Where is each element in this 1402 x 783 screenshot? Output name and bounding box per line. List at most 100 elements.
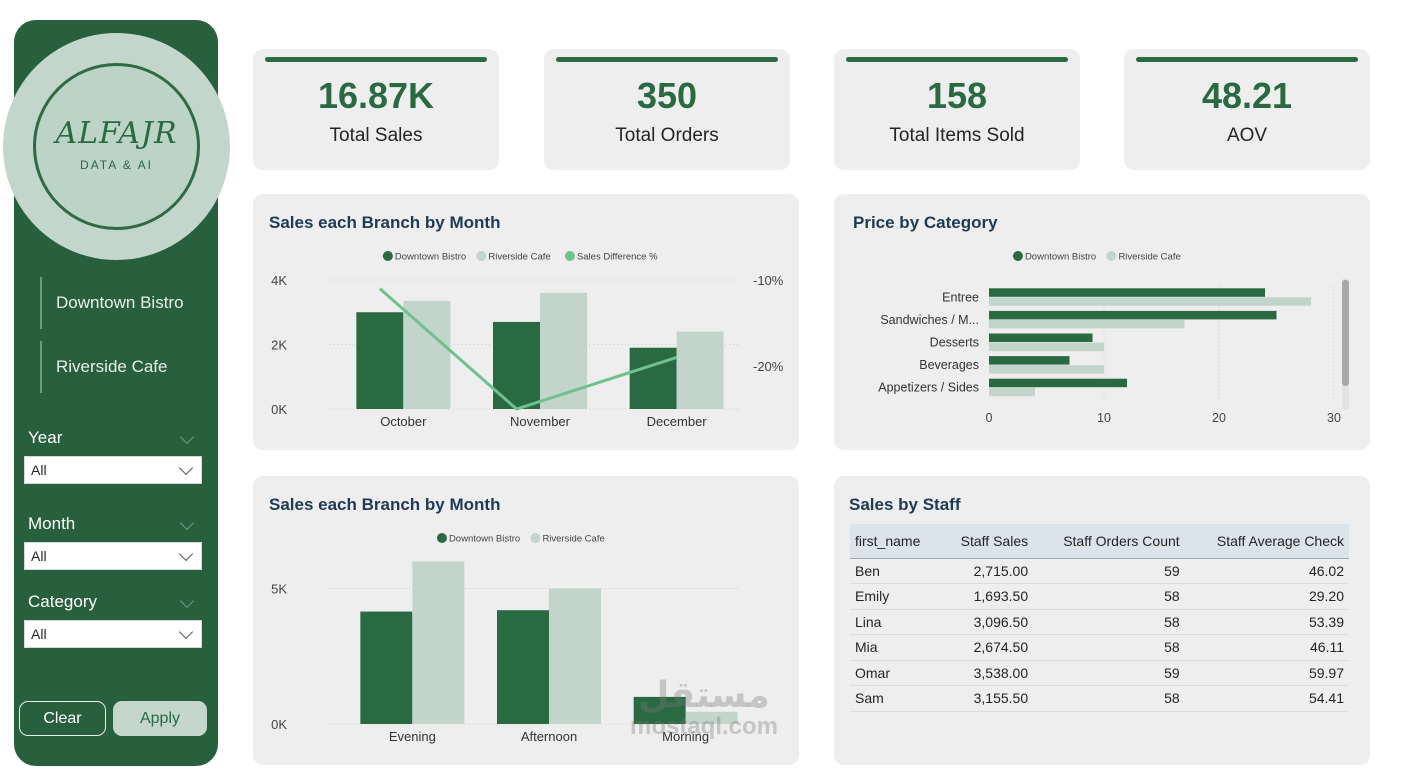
- panel-sales-by-time: Sales each Branch by Month Downtown Bist…: [253, 476, 799, 765]
- table-cell: 58: [1033, 634, 1185, 661]
- sales-by-time-chart: Downtown Bistro Riverside Cafe 0K 5K Evening…: [271, 533, 739, 744]
- bar-riverside: [540, 292, 587, 409]
- panel-price-by-category: Price by Category Downtown Bistro Riversi…: [834, 194, 1370, 450]
- kpi-value: 48.21: [1201, 75, 1293, 116]
- y-tick-label: 5K: [271, 582, 287, 597]
- table-cell: 58: [1033, 583, 1185, 610]
- table-cell: Emily: [850, 583, 941, 610]
- table-cell: Mia: [850, 634, 941, 661]
- table-row[interactable]: Emily 1,693.50 58 29.20: [850, 583, 1349, 610]
- column-header[interactable]: Staff Average Check: [1184, 524, 1349, 559]
- kpi-card-total-items: 158 Total Items Sold: [834, 49, 1080, 170]
- bar-riverside: [549, 588, 601, 724]
- table-row[interactable]: Lina 3,096.50 58 53.39: [850, 609, 1349, 635]
- bar-downtown: [497, 610, 549, 724]
- x-tick-label: 20: [1212, 411, 1226, 425]
- table-cell: 59.97: [1184, 660, 1349, 686]
- table-cell: 46.11: [1184, 634, 1349, 661]
- bar-riverside: [989, 342, 1104, 351]
- logo-ring: ALFAJR DATA & AI: [3, 33, 230, 260]
- legend-label: Sales Difference %: [577, 252, 658, 263]
- kpi-value: 16.87K: [317, 75, 435, 116]
- clear-button[interactable]: Clear: [19, 701, 106, 736]
- watermark: مستقل mostaql.com: [616, 676, 792, 740]
- branch-button-riverside[interactable]: Riverside Cafe: [40, 341, 220, 393]
- chevron-down-icon[interactable]: [179, 515, 195, 531]
- bar-downtown: [989, 288, 1265, 297]
- category-slicer-label: Category: [28, 592, 208, 612]
- panel-title: Price by Category: [853, 213, 998, 232]
- bar-downtown: [989, 310, 1277, 320]
- kpi-value: 350: [636, 75, 698, 116]
- legend-label: Downtown Bistro: [449, 534, 520, 545]
- table-cell: 3,096.50: [940, 609, 1034, 635]
- chevron-down-icon: [178, 460, 194, 476]
- month-select[interactable]: All: [24, 542, 202, 570]
- table-cell: Ben: [850, 558, 941, 584]
- table-cell: 2,674.50: [940, 634, 1034, 661]
- kpi-accent-bar: [556, 57, 778, 62]
- logo-subtitle: DATA & AI: [80, 158, 153, 172]
- y-tick-label: 4K: [271, 273, 287, 288]
- y-tick-label: Appetizers / Sides: [878, 381, 979, 395]
- apply-button[interactable]: Apply: [113, 701, 207, 736]
- column-header[interactable]: first_name: [850, 524, 941, 559]
- kpi-card-aov: 48.21 AOV: [1124, 49, 1370, 170]
- bar-riverside: [403, 300, 451, 409]
- column-header[interactable]: Staff Orders Count: [1033, 524, 1185, 559]
- x-tick-label: December: [647, 414, 708, 429]
- kpi-value: 158: [926, 75, 988, 116]
- watermark-latin: mostaql.com: [629, 713, 779, 740]
- table-cell: 46.02: [1184, 558, 1349, 584]
- kpi-label: Total Orders: [615, 125, 719, 146]
- bar-downtown: [989, 356, 1070, 365]
- chevron-down-icon: [178, 624, 194, 640]
- bar-riverside: [989, 365, 1104, 374]
- legend-label: Riverside Cafe: [1118, 252, 1180, 263]
- y-tick-label: Sandwiches / M...: [880, 313, 979, 327]
- chevron-down-icon[interactable]: [179, 429, 195, 445]
- bar-riverside: [685, 711, 738, 724]
- sales-by-month-chart: Downtown Bistro Riverside Cafe Sales Diffe…: [271, 251, 784, 429]
- logo: ALFAJR DATA & AI: [33, 63, 200, 230]
- table-cell: 2,715.00: [940, 558, 1034, 584]
- panel-sales-by-month: Sales each Branch by Month Downtown Bist…: [253, 194, 799, 450]
- watermark-arabic: مستقل: [638, 674, 770, 715]
- x-tick-label: 0: [986, 411, 993, 425]
- kpi-card-total-sales: 16.87K Total Sales: [253, 49, 499, 170]
- bar-downtown: [989, 333, 1093, 342]
- x-tick-label: Morning: [662, 729, 709, 744]
- panel-sales-by-staff: Sales by Staff first_name Staff Sales St…: [834, 476, 1370, 765]
- kpi-label: Total Items Sold: [889, 125, 1025, 146]
- table-row[interactable]: Sam 3,155.50 58 54.41: [850, 685, 1349, 712]
- table-cell: 59: [1033, 558, 1185, 584]
- year-select[interactable]: All: [24, 456, 202, 484]
- y-tick-label: 2K: [271, 338, 287, 353]
- legend-marker: [530, 533, 541, 543]
- table-row[interactable]: Mia 2,674.50 58 46.11: [850, 634, 1349, 661]
- table-cell: 59: [1033, 660, 1185, 686]
- logo-word: ALFAJR: [55, 116, 178, 151]
- y-tick-label: 0K: [271, 402, 287, 417]
- legend-label: Riverside Cafe: [488, 252, 550, 263]
- legend-label: Downtown Bistro: [1025, 252, 1096, 263]
- legend-label: Downtown Bistro: [395, 252, 466, 263]
- category-select[interactable]: All: [24, 620, 202, 648]
- table-cell: 1,693.50: [940, 583, 1034, 610]
- branch-button-downtown[interactable]: Downtown Bistro: [40, 277, 220, 329]
- kpi-card-total-orders: 350 Total Orders: [544, 49, 790, 170]
- bar-downtown: [360, 611, 413, 724]
- panel-title: Sales by Staff: [849, 495, 961, 514]
- legend-marker: [436, 533, 447, 543]
- table-row[interactable]: Ben 2,715.00 59 46.02: [850, 558, 1349, 584]
- column-header[interactable]: Staff Sales: [940, 524, 1034, 559]
- sales-difference-line: [378, 287, 678, 411]
- y-tick-label: Beverages: [919, 358, 979, 372]
- bar-downtown: [629, 347, 677, 409]
- y2-tick-label: -10%: [753, 273, 784, 288]
- table-cell: 29.20: [1184, 583, 1349, 610]
- chevron-down-icon[interactable]: [179, 593, 195, 609]
- table-row[interactable]: Omar 3,538.00 59 59.97: [850, 660, 1349, 686]
- table-cell: 58: [1033, 685, 1185, 712]
